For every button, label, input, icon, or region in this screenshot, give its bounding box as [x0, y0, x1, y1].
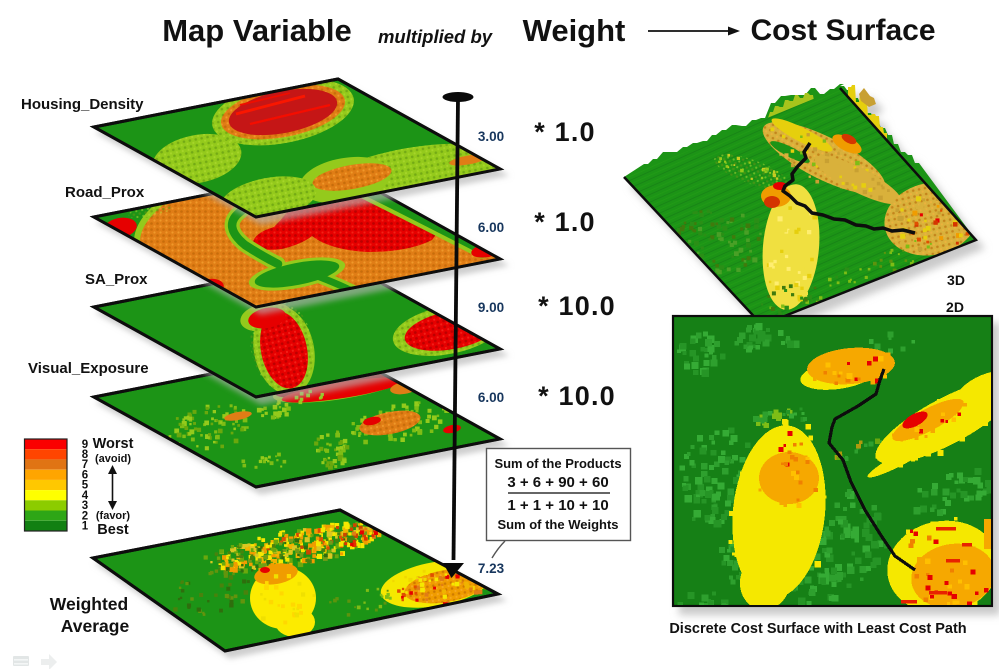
svg-text:5: 5	[82, 480, 89, 492]
svg-text:Visual_Exposure: Visual_Exposure	[28, 360, 149, 377]
svg-text:Weighted: Weighted	[50, 594, 128, 614]
svg-text:1 + 1 + 10 + 10: 1 + 1 + 10 + 10	[507, 497, 608, 514]
svg-text:7.23: 7.23	[478, 561, 505, 576]
svg-text:2: 2	[82, 510, 88, 522]
svg-text:4: 4	[82, 490, 89, 502]
svg-text:9: 9	[82, 439, 88, 451]
svg-text:7: 7	[82, 459, 88, 471]
svg-text:* 1.0: * 1.0	[534, 117, 596, 147]
svg-text:3.00: 3.00	[478, 129, 504, 144]
svg-text:8: 8	[82, 449, 89, 461]
svg-text:1: 1	[82, 521, 89, 533]
svg-text:9.00: 9.00	[478, 300, 504, 315]
svg-text:multiplied by: multiplied by	[378, 26, 494, 47]
svg-text:Cost Surface: Cost Surface	[750, 14, 935, 47]
svg-text:Weight: Weight	[523, 13, 626, 48]
svg-text:Housing_Density: Housing_Density	[21, 96, 144, 113]
svg-text:Sum of the Weights: Sum of the Weights	[497, 517, 618, 532]
svg-text:2D: 2D	[946, 299, 964, 315]
svg-text:3: 3	[82, 500, 88, 512]
svg-text:3D: 3D	[947, 272, 965, 288]
svg-text:(favor): (favor)	[96, 510, 131, 522]
svg-text:6.00: 6.00	[478, 220, 504, 235]
svg-text:* 1.0: * 1.0	[534, 207, 596, 237]
svg-text:* 10.0: * 10.0	[538, 291, 616, 321]
svg-text:SA_Prox: SA_Prox	[85, 271, 148, 288]
svg-text:Worst: Worst	[93, 436, 134, 452]
svg-text:3 + 6 + 90 + 60: 3 + 6 + 90 + 60	[507, 474, 608, 491]
svg-text:6: 6	[82, 469, 88, 481]
svg-text:Average: Average	[61, 616, 130, 636]
svg-text:* 10.0: * 10.0	[538, 381, 616, 411]
svg-text:Best: Best	[97, 522, 129, 538]
svg-text:Map Variable: Map Variable	[162, 13, 352, 48]
svg-text:Discrete Cost Surface with Lea: Discrete Cost Surface with Least Cost Pa…	[669, 621, 966, 637]
svg-text:(avoid): (avoid)	[95, 453, 131, 465]
svg-text:Road_Prox: Road_Prox	[65, 184, 145, 201]
svg-text:Sum of the Products: Sum of the Products	[494, 456, 621, 471]
svg-text:6.00: 6.00	[478, 390, 504, 405]
